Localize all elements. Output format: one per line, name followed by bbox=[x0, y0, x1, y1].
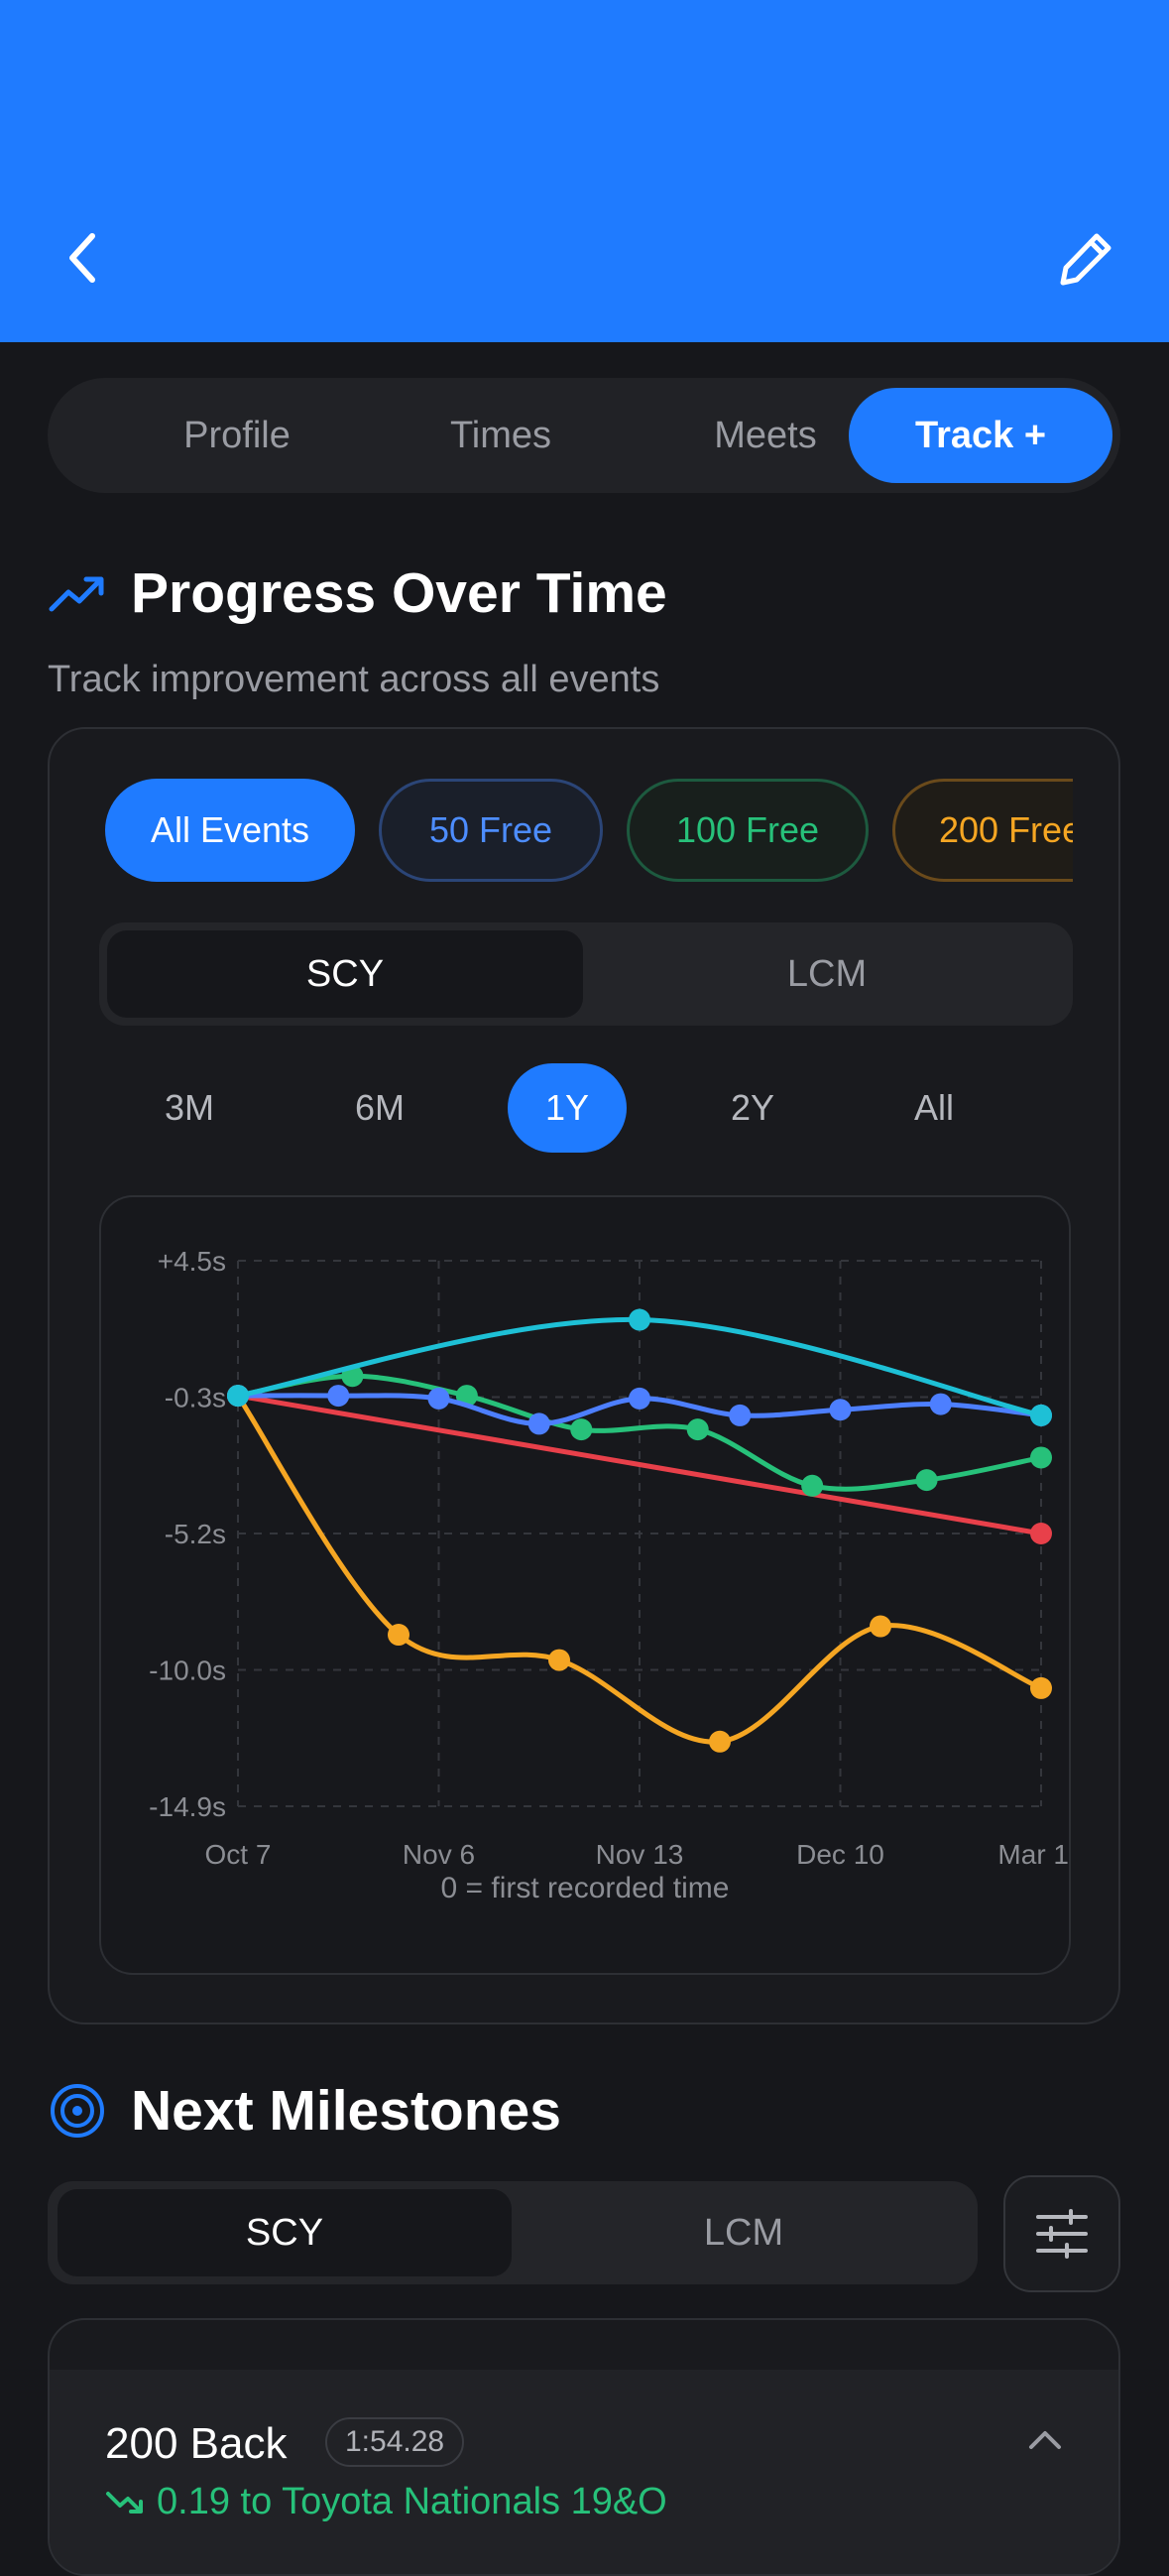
y-tick-label: -10.0s bbox=[149, 1656, 226, 1686]
y-tick-label: -0.3s bbox=[165, 1383, 226, 1413]
data-point bbox=[801, 1474, 824, 1497]
chart-svg: +4.5s -0.3s -5.2s -10.0s -14.9s Oct 7 Nov 6 Nov… bbox=[149, 1246, 1069, 1870]
x-tick-label: Mar 13 bbox=[997, 1839, 1069, 1870]
progress-chart: +4.5s -0.3s -5.2s -10.0s -14.9s Oct 7 Nov 6 Nov… bbox=[99, 1195, 1071, 1975]
range-all[interactable]: All bbox=[913, 1087, 954, 1128]
data-point bbox=[915, 1469, 938, 1492]
data-point bbox=[1030, 1676, 1052, 1699]
x-tick-label: Nov 13 bbox=[596, 1839, 684, 1870]
data-point bbox=[455, 1385, 478, 1408]
milestone-event: 200 Back bbox=[105, 2419, 288, 2468]
course-toggle: SCY LCM bbox=[99, 922, 1073, 1026]
x-tick-label: Oct 7 bbox=[205, 1839, 272, 1870]
chip-200-free[interactable]: 200 Free bbox=[892, 779, 1073, 882]
milestones-card: 200 Back 1:54.28 0.19 to Toyota National… bbox=[48, 2318, 1120, 2576]
x-tick-label: Dec 10 bbox=[796, 1839, 884, 1870]
series-line bbox=[235, 1393, 1044, 1536]
data-point bbox=[686, 1418, 709, 1441]
milestone-gap-text: 0.19 to Toyota Nationals 19&O bbox=[157, 2481, 667, 2522]
back-button[interactable] bbox=[48, 223, 117, 293]
trending-up-icon bbox=[48, 563, 107, 623]
range-1y[interactable]: 1Y bbox=[508, 1063, 627, 1153]
tab-times[interactable]: Times bbox=[449, 414, 552, 456]
data-point bbox=[1030, 1446, 1052, 1469]
data-point bbox=[527, 1412, 550, 1435]
chip-100-free[interactable]: 100 Free bbox=[627, 779, 869, 882]
data-point bbox=[709, 1730, 731, 1753]
data-point bbox=[829, 1399, 852, 1421]
trending-down-icon bbox=[106, 2491, 143, 2514]
data-point bbox=[1030, 1404, 1052, 1426]
milestone-row[interactable]: 200 Back 1:54.28 0.19 to Toyota National… bbox=[50, 2370, 1118, 2574]
chart-note: 0 = first recorded time bbox=[440, 1872, 730, 1904]
range-3m[interactable]: 3M bbox=[164, 1087, 214, 1128]
tab-profile[interactable]: Profile bbox=[183, 414, 291, 456]
data-point bbox=[427, 1387, 450, 1410]
course-scy[interactable]: SCY bbox=[107, 930, 583, 1018]
data-point bbox=[629, 1387, 650, 1410]
sliders-icon bbox=[1036, 2209, 1088, 2259]
edit-button[interactable] bbox=[1052, 223, 1121, 293]
milestone-course-scy[interactable]: SCY bbox=[58, 2189, 512, 2276]
data-point bbox=[227, 1385, 249, 1408]
milestones-section-title: Next Milestones bbox=[48, 2078, 561, 2144]
y-tick-label: +4.5s bbox=[158, 1246, 226, 1277]
milestones-title: Next Milestones bbox=[131, 2079, 561, 2143]
data-point bbox=[327, 1385, 350, 1408]
milestone-gap: 0.19 to Toyota Nationals 19&O bbox=[105, 2481, 667, 2523]
pencil-icon bbox=[1060, 233, 1111, 286]
target-icon bbox=[48, 2081, 107, 2141]
x-tick-label: Nov 6 bbox=[403, 1839, 475, 1870]
data-point bbox=[570, 1418, 593, 1441]
header-bar bbox=[0, 0, 1169, 342]
tab-meets[interactable]: Meets bbox=[714, 414, 817, 456]
range-6m[interactable]: 6M bbox=[354, 1087, 405, 1128]
data-point bbox=[929, 1393, 952, 1415]
course-lcm[interactable]: LCM bbox=[786, 952, 868, 995]
progress-card: All Events 50 Free 100 Free 200 Free SCY… bbox=[48, 727, 1120, 2024]
y-tick-label: -5.2s bbox=[165, 1519, 226, 1549]
progress-title: Progress Over Time bbox=[131, 561, 667, 625]
y-tick-label: -14.9s bbox=[149, 1791, 226, 1822]
chevron-up-icon[interactable] bbox=[1027, 2427, 1063, 2456]
data-point bbox=[870, 1615, 891, 1638]
tab-bar: Profile Times Meets Track + bbox=[48, 378, 1120, 493]
milestone-course-lcm[interactable]: LCM bbox=[703, 2211, 784, 2254]
chip-all-events[interactable]: All Events bbox=[105, 779, 355, 882]
progress-subtitle: Track improvement across all events bbox=[48, 659, 660, 700]
data-point bbox=[548, 1649, 570, 1671]
chip-50-free[interactable]: 50 Free bbox=[379, 779, 603, 882]
milestone-course-toggle: SCY LCM bbox=[48, 2181, 978, 2284]
data-point bbox=[388, 1624, 409, 1647]
data-point bbox=[729, 1404, 752, 1426]
filter-button[interactable] bbox=[1003, 2175, 1120, 2292]
range-2y[interactable]: 2Y bbox=[730, 1087, 775, 1128]
chevron-left-icon bbox=[69, 233, 95, 283]
tab-track[interactable]: Track + bbox=[849, 388, 1112, 483]
range-selector: 3M 6M 1Y 2Y All bbox=[105, 1063, 1073, 1153]
data-point bbox=[629, 1308, 650, 1331]
data-point bbox=[1030, 1523, 1052, 1544]
progress-section-title: Progress Over Time bbox=[48, 560, 667, 626]
series-line bbox=[235, 1373, 1044, 1492]
event-chips: All Events 50 Free 100 Free 200 Free bbox=[105, 779, 1073, 882]
milestone-time-badge: 1:54.28 bbox=[325, 2417, 465, 2467]
